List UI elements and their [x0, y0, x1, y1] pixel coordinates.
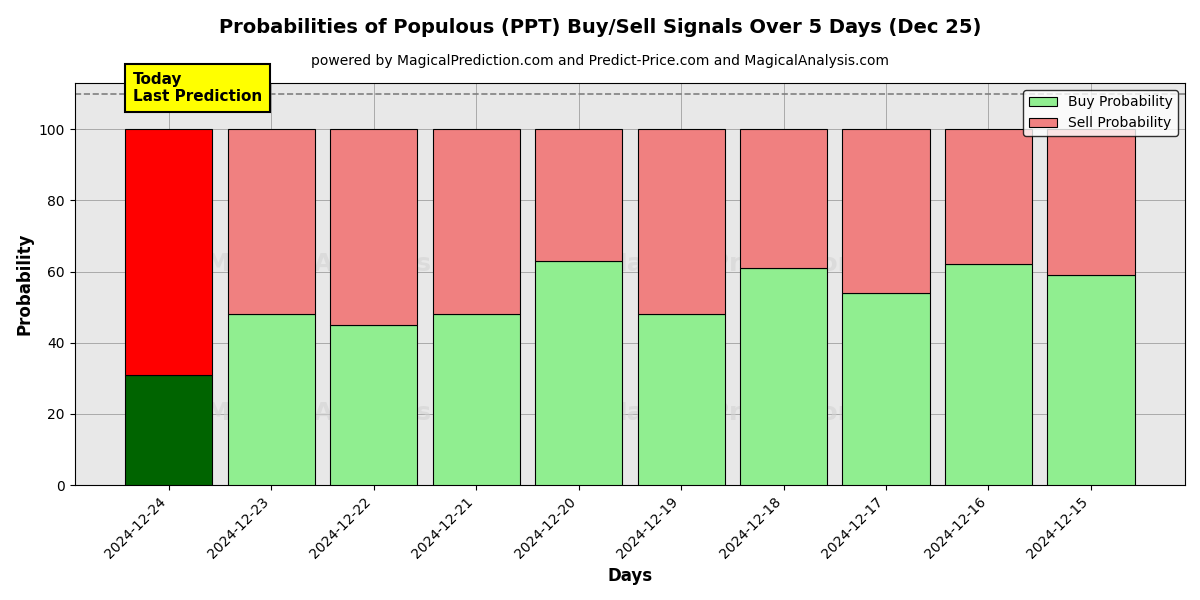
Y-axis label: Probability: Probability: [16, 233, 34, 335]
Text: Today
Last Prediction: Today Last Prediction: [133, 72, 262, 104]
Bar: [1048, 129, 1134, 275]
Bar: [637, 314, 725, 485]
Text: MagicalAnalysis.com: MagicalAnalysis.com: [205, 401, 499, 425]
Bar: [842, 129, 930, 293]
Bar: [842, 293, 930, 485]
Bar: [228, 314, 314, 485]
Bar: [125, 129, 212, 375]
Bar: [740, 268, 827, 485]
Bar: [330, 129, 418, 325]
Bar: [1048, 275, 1134, 485]
Bar: [535, 129, 622, 261]
Bar: [228, 129, 314, 314]
Bar: [637, 129, 725, 314]
Bar: [330, 325, 418, 485]
Text: MagicalPrediction.com: MagicalPrediction.com: [602, 252, 924, 276]
Bar: [432, 314, 520, 485]
Bar: [535, 261, 622, 485]
Bar: [740, 129, 827, 268]
Bar: [944, 265, 1032, 485]
Text: MagicalPrediction.com: MagicalPrediction.com: [602, 401, 924, 425]
X-axis label: Days: Days: [607, 567, 653, 585]
Legend: Buy Probability, Sell Probability: Buy Probability, Sell Probability: [1024, 90, 1178, 136]
Bar: [944, 129, 1032, 265]
Text: powered by MagicalPrediction.com and Predict-Price.com and MagicalAnalysis.com: powered by MagicalPrediction.com and Pre…: [311, 54, 889, 68]
Bar: [125, 375, 212, 485]
Text: Probabilities of Populous (PPT) Buy/Sell Signals Over 5 Days (Dec 25): Probabilities of Populous (PPT) Buy/Sell…: [218, 18, 982, 37]
Text: MagicalAnalysis.com: MagicalAnalysis.com: [205, 252, 499, 276]
Bar: [432, 129, 520, 314]
